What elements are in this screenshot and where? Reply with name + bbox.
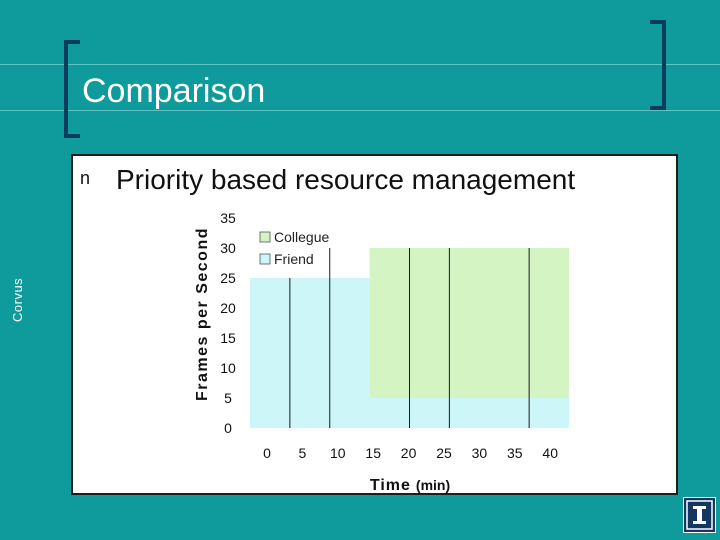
y-tick-label: 15 [220,330,236,346]
title-bracket-left [64,40,80,138]
y-tick-label: 5 [224,390,232,406]
x-tick-label: 10 [330,445,346,461]
title-bracket-right [650,20,666,110]
x-tick-label: 15 [365,445,381,461]
x-tick-label: 35 [507,445,523,461]
y-tick-label: 0 [224,420,232,436]
x-tick-label: 25 [436,445,452,461]
y-tick-label: 25 [220,270,236,286]
x-axis-title: Time [370,477,411,494]
y-axis-label: Frames per Second [194,227,211,401]
y-tick-label: 20 [220,300,236,316]
title-rule-bottom [0,110,720,111]
university-logo-icon [683,497,716,533]
x-axis-label: Time (min) [370,477,450,494]
bullet-text: Priority based resource management [116,164,576,195]
bullet-marker: n [80,168,91,188]
chart-legend: Collegue Friend [259,229,329,267]
legend-swatch [259,231,271,243]
x-axis-unit: (min) [416,477,450,493]
legend-label: Collegue [274,229,329,245]
x-tick-label: 0 [263,445,271,461]
slide-title: Comparison [82,72,266,110]
legend-label: Friend [274,251,314,267]
y-tick-label: 35 [220,210,236,226]
y-tick-label: 30 [220,240,236,256]
legend-swatch [259,253,271,265]
x-tick-label: 20 [401,445,417,461]
x-tick-label: 30 [472,445,488,461]
x-tick-label: 40 [542,445,558,461]
y-tick-label: 10 [220,360,236,376]
title-rule-top [0,64,720,65]
x-tick-label: 5 [299,445,307,461]
